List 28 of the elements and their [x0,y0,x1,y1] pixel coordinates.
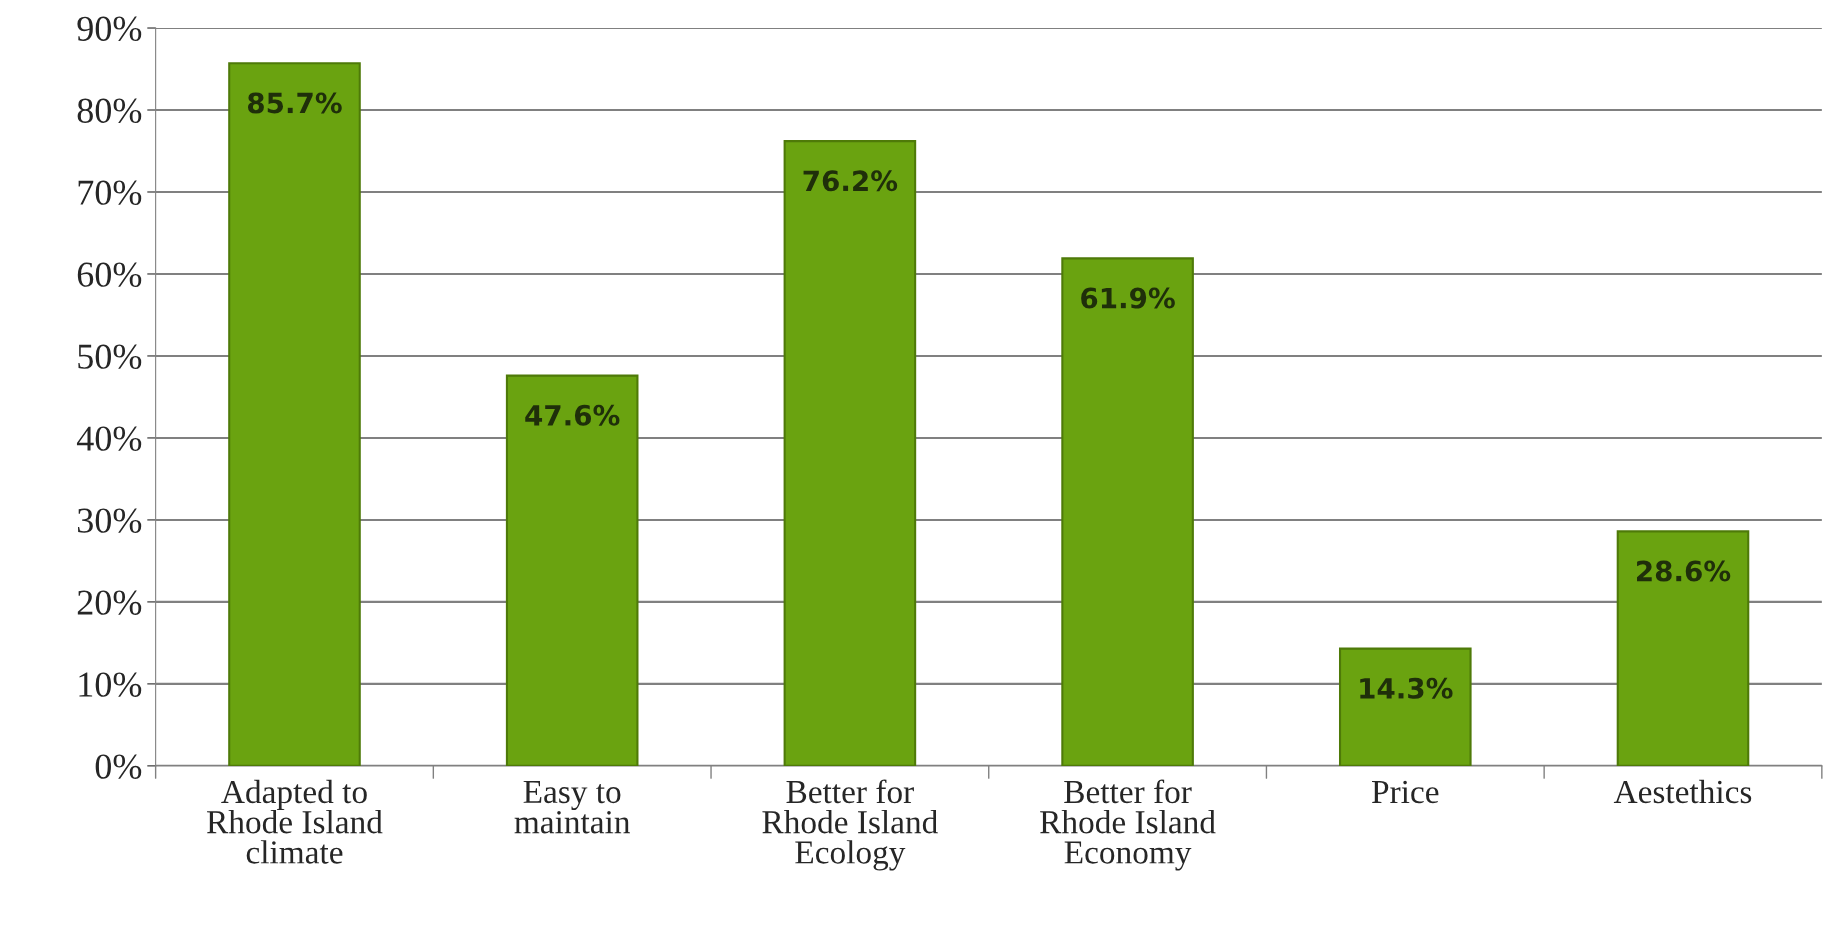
bar [228,62,361,766]
data-label: 61.9% [1081,287,1175,309]
x-tick-label: Better for Rhode Island Ecology [762,779,938,871]
data-label: 76.2% [803,170,898,192]
y-tick-label: 80% [77,98,142,124]
x-tick-label: Easy to maintain [514,780,630,834]
y-tick-label: 50% [78,344,142,369]
y-tick-label: 20% [77,590,142,615]
bar [505,374,639,766]
bar [1338,647,1472,766]
y-tick-label: 30% [77,508,142,533]
data-label: 14.3% [1360,677,1453,699]
y-tick-label: 40% [76,426,142,451]
y-tick-label: 10% [79,672,142,697]
data-label: 85.7% [248,92,342,114]
x-tick-label: Price [1372,780,1439,804]
y-tick-label: 0% [95,754,142,779]
y-tick-label: 60% [77,262,142,287]
data-label: 47.6% [525,404,620,426]
data-label: 28.6% [1637,560,1731,582]
bar [1061,257,1194,766]
bar [783,140,917,766]
y-tick-label: 70% [78,180,142,205]
x-tick-label: Better for Rhode Island Economy [1040,779,1216,871]
x-tick-label: Aestethics [1613,779,1752,804]
x-tick-label: Adapted to Rhode Island climate [207,779,383,864]
y-tick-label: 90% [77,16,142,42]
bar [1616,530,1750,766]
